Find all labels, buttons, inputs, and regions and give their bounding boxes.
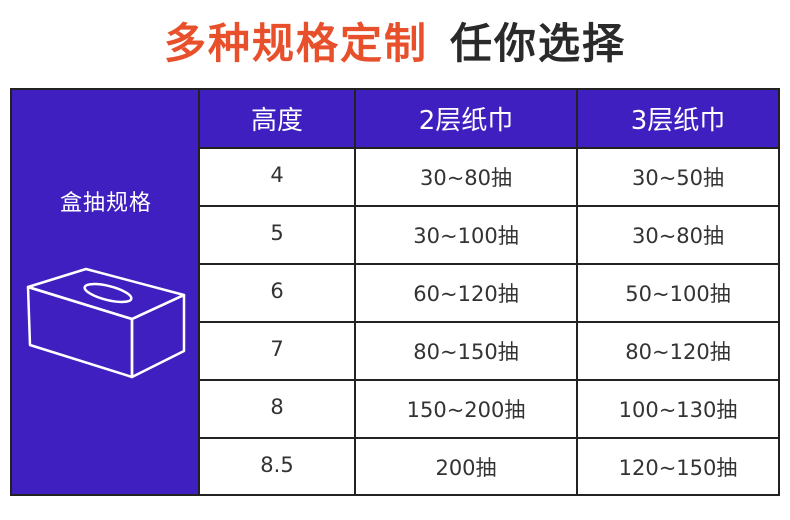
cell-2ply: 150~200抽 bbox=[356, 381, 578, 437]
cell-height: 8.5 bbox=[200, 439, 356, 495]
spec-table: 盒抽规格 高度 2层纸巾 3层纸巾 4 30~80抽 30~50抽 5 30~1… bbox=[10, 88, 780, 496]
cell-3ply: 120~150抽 bbox=[618, 456, 738, 480]
cell-2ply: 60~120抽 bbox=[356, 265, 578, 321]
cell-height: 5 bbox=[200, 207, 356, 263]
table-row: 7 80~150抽 80~120抽 bbox=[200, 321, 778, 379]
table-row: 5 30~100抽 30~80抽 bbox=[200, 205, 778, 263]
header-3ply: 3层纸巾 bbox=[630, 106, 726, 136]
cell-2ply: 200抽 bbox=[356, 439, 578, 495]
cell-3ply: 80~120抽 bbox=[625, 340, 731, 364]
table-body: 4 30~80抽 30~50抽 5 30~100抽 30~80抽 6 60~12… bbox=[200, 147, 778, 495]
table-row: 6 60~120抽 50~100抽 bbox=[200, 263, 778, 321]
table-row: 4 30~80抽 30~50抽 bbox=[200, 147, 778, 205]
cell-2ply: 80~150抽 bbox=[356, 323, 578, 379]
header-height: 高度 bbox=[200, 90, 356, 147]
side-panel: 盒抽规格 bbox=[12, 90, 200, 494]
cell-3ply: 50~100抽 bbox=[625, 282, 731, 306]
table-row: 8.5 200抽 120~150抽 bbox=[200, 437, 778, 495]
table-row: 8 150~200抽 100~130抽 bbox=[200, 379, 778, 437]
cell-2ply: 30~100抽 bbox=[356, 207, 578, 263]
cell-height: 6 bbox=[200, 265, 356, 321]
cell-height: 7 bbox=[200, 323, 356, 379]
title-highlight: 多种规格定制 bbox=[163, 19, 428, 68]
side-label: 盒抽规格 bbox=[59, 191, 152, 216]
cell-height: 4 bbox=[200, 149, 356, 205]
cell-height: 8 bbox=[200, 381, 356, 437]
page-title: 多种规格定制 任你选择 bbox=[0, 14, 790, 74]
header-2ply: 2层纸巾 bbox=[356, 90, 578, 147]
tissue-box-icon bbox=[26, 267, 186, 379]
cell-2ply: 30~80抽 bbox=[356, 149, 578, 205]
cell-3ply: 30~50抽 bbox=[631, 166, 725, 190]
cell-3ply: 100~130抽 bbox=[618, 398, 738, 422]
table-header: 高度 2层纸巾 3层纸巾 bbox=[200, 90, 778, 147]
title-rest: 任你选择 bbox=[450, 19, 627, 68]
cell-3ply: 30~80抽 bbox=[631, 224, 725, 248]
